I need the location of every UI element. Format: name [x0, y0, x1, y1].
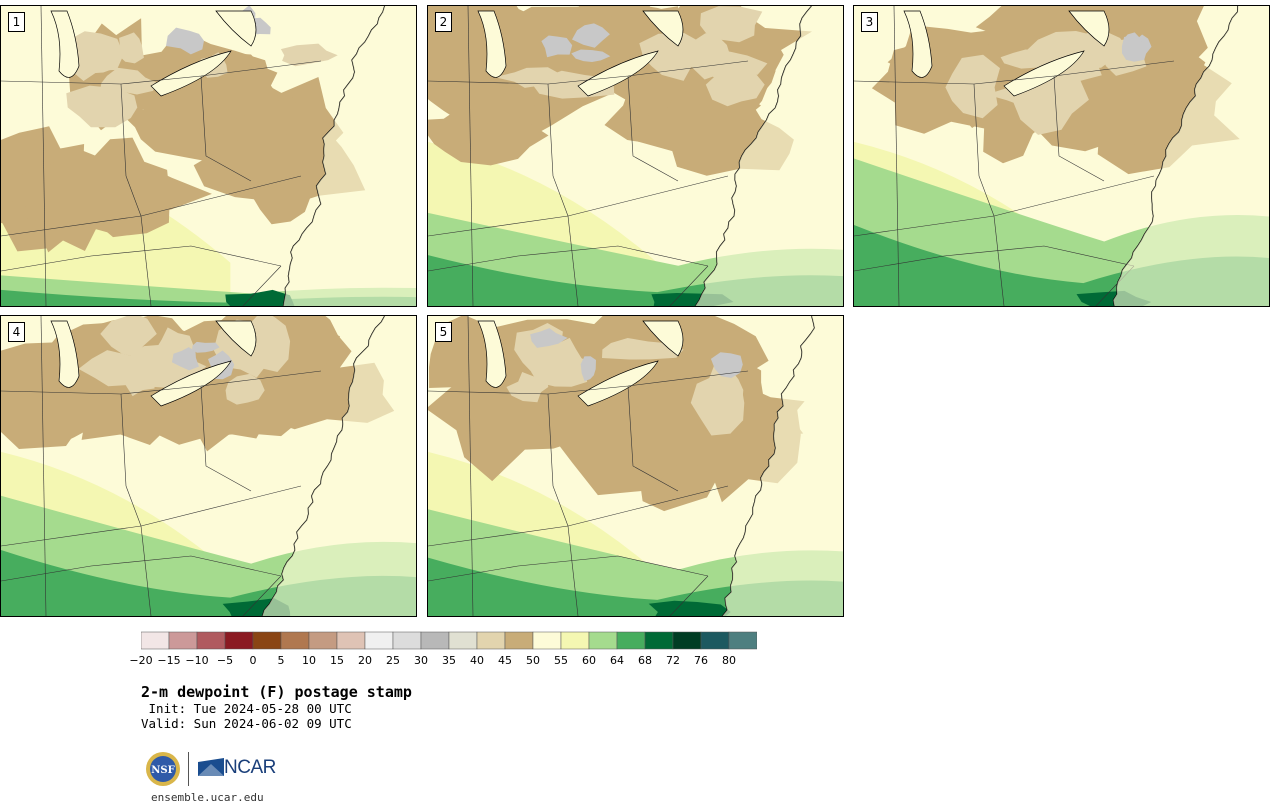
dewpoint-field	[854, 6, 1269, 306]
colorbar-swatch	[532, 631, 562, 650]
colorbar-tick-label: 68	[638, 654, 652, 667]
dewpoint-colorbar	[141, 631, 757, 650]
colorbar-tick-label: −15	[157, 654, 181, 667]
colorbar-tick-label: 30	[414, 654, 428, 667]
ensemble-member-map-2: 2	[427, 5, 844, 307]
colorbar-swatch	[504, 631, 534, 650]
nsf-logo-icon: NSF	[146, 752, 180, 786]
colorbar-tick-label: 25	[386, 654, 400, 667]
colorbar-swatch	[448, 631, 478, 650]
colorbar-swatch	[336, 631, 366, 650]
colorbar-tick-label: −20	[129, 654, 153, 667]
member-label: 2	[435, 12, 452, 32]
colorbar-swatch	[616, 631, 646, 650]
colorbar-tick-label: 0	[249, 654, 257, 667]
colorbar-swatch	[168, 631, 198, 650]
colorbar-tick-label: −10	[185, 654, 209, 667]
dewpoint-field	[1, 6, 416, 306]
colorbar-tick-label: 15	[330, 654, 344, 667]
colorbar-tick-label: 60	[582, 654, 596, 667]
site-url: ensemble.ucar.edu	[151, 791, 264, 804]
colorbar-tick-label: 5	[277, 654, 285, 667]
colorbar-swatch	[308, 631, 338, 650]
ncar-logo-text: NCAR	[224, 757, 276, 778]
ensemble-member-map-1: 1	[0, 5, 417, 307]
colorbar-swatch	[252, 631, 282, 650]
colorbar-tick-label: 40	[470, 654, 484, 667]
colorbar-swatch	[280, 631, 310, 650]
colorbar-swatch	[420, 631, 450, 650]
valid-time: Valid: Sun 2024-06-02 09 UTC	[141, 716, 352, 731]
dewpoint-field	[428, 316, 843, 616]
svg-text:NSF: NSF	[151, 765, 174, 776]
plot-title: 2-m dewpoint (F) postage stamp	[141, 683, 412, 701]
colorbar-tick-label: 80	[722, 654, 736, 667]
member-label: 4	[8, 322, 25, 342]
colorbar-swatch	[196, 631, 226, 650]
colorbar-tick-label: 20	[358, 654, 372, 667]
colorbar-tick-label: 64	[610, 654, 624, 667]
colorbar-tick-label: 76	[694, 654, 708, 667]
member-label: 1	[8, 12, 25, 32]
colorbar-swatch	[588, 631, 618, 650]
ensemble-member-map-4: 4	[0, 315, 417, 617]
ncar-logo-icon	[198, 758, 224, 776]
colorbar-swatch	[700, 631, 730, 650]
colorbar-swatch	[560, 631, 590, 650]
colorbar-tick-label: 72	[666, 654, 680, 667]
colorbar-tick-label: 45	[498, 654, 512, 667]
ensemble-member-map-5: 5	[427, 315, 844, 617]
ensemble-member-map-3: 3	[853, 5, 1270, 307]
member-label: 3	[861, 12, 878, 32]
colorbar-tick-label: 35	[442, 654, 456, 667]
colorbar-swatch	[392, 631, 422, 650]
init-time: Init: Tue 2024-05-28 00 UTC	[141, 701, 352, 716]
colorbar-tick-label: 55	[554, 654, 568, 667]
colorbar-tick-label: −5	[216, 654, 234, 667]
dewpoint-field	[428, 6, 843, 306]
colorbar-tick-label: 50	[526, 654, 540, 667]
colorbar-swatch	[141, 631, 170, 650]
member-label: 5	[435, 322, 452, 342]
colorbar-tick-label: 10	[302, 654, 316, 667]
colorbar-swatch	[364, 631, 394, 650]
logo-divider	[188, 752, 189, 786]
colorbar-swatch	[728, 631, 757, 650]
dewpoint-field	[1, 316, 416, 616]
colorbar-swatch	[476, 631, 506, 650]
colorbar-swatch	[644, 631, 674, 650]
colorbar-swatch	[224, 631, 254, 650]
colorbar-swatch	[672, 631, 702, 650]
